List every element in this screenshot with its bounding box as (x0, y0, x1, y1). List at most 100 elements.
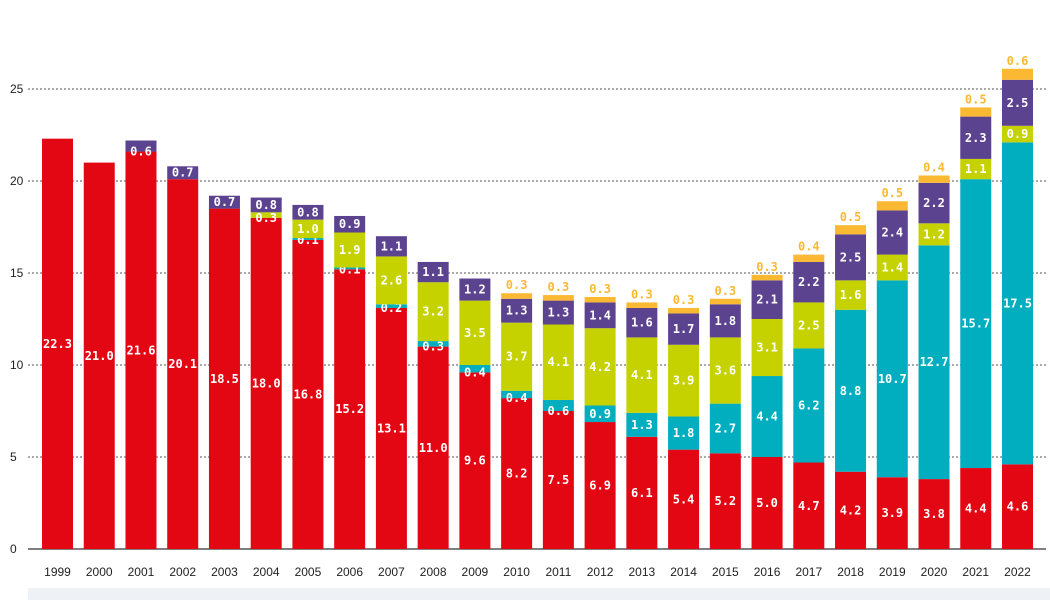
data-label: 4.2 (589, 360, 611, 374)
bar-segment (835, 234, 867, 281)
data-label: 2.7 (714, 421, 736, 435)
x-tick-label: 2001 (128, 565, 155, 579)
bar-segment (835, 225, 867, 235)
bar-segment (960, 116, 992, 159)
data-label: 7.5 (548, 473, 570, 487)
data-label: 6.1 (631, 486, 653, 500)
bar-segment (42, 138, 73, 549)
bar-segment (709, 403, 741, 454)
bar-segment (751, 457, 783, 549)
bar-segment (876, 210, 908, 255)
x-tick-label: 2012 (587, 565, 614, 579)
data-label: 1.9 (339, 243, 361, 257)
bar-segment (208, 208, 240, 549)
bar-segment (751, 319, 783, 377)
bar-segment (1002, 142, 1033, 465)
y-tick-label: 10 (10, 358, 24, 372)
data-label: 3.2 (422, 305, 444, 319)
bar-segment (334, 215, 366, 233)
data-label: 3.5 (464, 326, 486, 340)
bar-segment (793, 462, 825, 549)
bar-segment (584, 296, 616, 303)
data-label: 1.3 (631, 418, 653, 432)
data-label: 0.5 (840, 210, 862, 224)
data-label: 0.8 (255, 198, 277, 212)
bar-segment (292, 239, 324, 549)
data-label: 3.9 (881, 506, 903, 520)
bar-segment (668, 416, 700, 450)
data-label: 0.3 (589, 282, 611, 296)
x-tick-label: 2000 (86, 565, 113, 579)
bar-segment (751, 280, 783, 319)
data-label: 1.6 (840, 288, 862, 302)
x-tick-label: 2011 (545, 565, 571, 579)
bar-segment (542, 324, 574, 400)
bar-segment (83, 162, 115, 549)
data-label: 6.2 (798, 398, 820, 412)
data-label: 0.7 (172, 166, 194, 180)
bar-segment (167, 179, 199, 549)
bar-segment (918, 479, 950, 549)
data-label: 2.2 (923, 196, 945, 210)
bar-segment (292, 238, 324, 240)
bar-segment (668, 307, 700, 314)
bar-segment (709, 337, 741, 404)
data-label: 2.5 (840, 250, 862, 264)
data-label: 0.3 (714, 284, 736, 298)
data-label: 0.6 (130, 145, 152, 159)
data-label: 5.4 (673, 492, 695, 506)
data-label: 1.4 (881, 260, 903, 274)
bar-segment (626, 337, 658, 413)
bar-segment (292, 204, 324, 220)
x-tick-label: 2010 (503, 565, 530, 579)
data-label: 1.8 (673, 426, 695, 440)
bar-segment (626, 302, 658, 308)
bar-segment (709, 298, 741, 305)
bar-segment (793, 261, 825, 303)
data-label: 1.0 (297, 222, 319, 236)
x-tick-label: 2016 (754, 565, 781, 579)
bar-segment (542, 411, 574, 549)
bar-segment (459, 365, 491, 373)
data-label: 1.3 (548, 306, 570, 320)
bar-segment (501, 298, 533, 323)
data-label: 1.2 (464, 283, 486, 297)
data-label: 0.2 (381, 301, 403, 315)
data-label: 0.3 (548, 280, 570, 294)
x-tick-label: 2008 (420, 565, 447, 579)
bar-segment (459, 278, 491, 301)
bar-segment (918, 223, 950, 246)
x-tick-label: 2014 (670, 565, 697, 579)
data-label: 16.8 (293, 387, 322, 401)
bar-segment (751, 274, 783, 281)
bar-segment (793, 302, 825, 349)
data-label: 2.3 (965, 131, 987, 145)
data-label: 0.3 (422, 340, 444, 354)
bar-segment (501, 322, 533, 391)
data-label: 1.4 (589, 308, 611, 322)
data-label: 0.4 (923, 160, 945, 174)
data-label: 0.3 (255, 211, 277, 225)
x-tick-label: 2022 (1004, 565, 1031, 579)
data-label: 2.2 (798, 275, 820, 289)
bar-segment (1002, 79, 1033, 126)
bar-segment (960, 468, 992, 549)
x-tick-label: 2021 (962, 565, 989, 579)
y-tick-label: 5 (10, 450, 17, 464)
data-label: 0.9 (589, 407, 611, 421)
data-label: 4.6 (1007, 500, 1029, 514)
x-tick-label: 2015 (712, 565, 739, 579)
bar-segment (375, 307, 407, 549)
x-tick-label: 2002 (169, 565, 196, 579)
bar-segment (1002, 125, 1033, 143)
bar-segment (793, 254, 825, 262)
bar-segment (501, 390, 533, 399)
x-tick-label: 2019 (879, 565, 906, 579)
bar-segment (584, 302, 616, 329)
data-label: 0.4 (506, 391, 528, 405)
bar-segment (709, 453, 741, 549)
data-label: 0.5 (965, 92, 987, 106)
bar-segment (208, 195, 240, 209)
data-label: 3.9 (673, 374, 695, 388)
